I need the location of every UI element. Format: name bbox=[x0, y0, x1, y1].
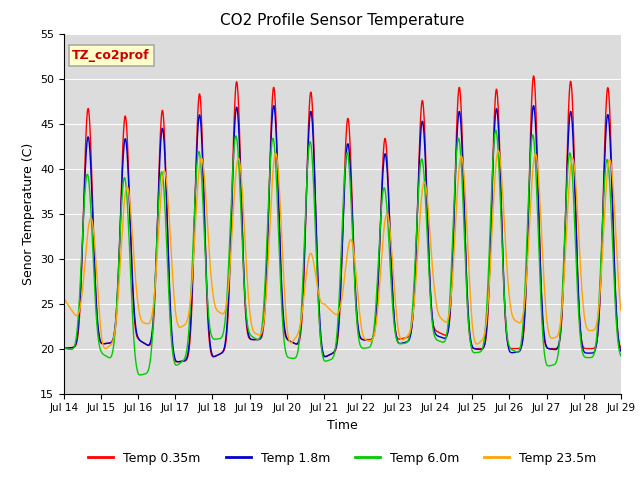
Temp 0.35m bbox=[173, 359, 181, 365]
Temp 1.8m bbox=[617, 348, 625, 354]
Temp 0.35m bbox=[568, 91, 576, 97]
Temp 0.35m bbox=[617, 345, 625, 350]
Temp 23.5m bbox=[216, 310, 223, 315]
Temp 0.35m bbox=[584, 346, 591, 351]
Line: Temp 0.35m: Temp 0.35m bbox=[64, 76, 621, 362]
Temp 23.5m bbox=[568, 156, 576, 162]
Temp 6.0m bbox=[60, 344, 68, 350]
Temp 23.5m bbox=[584, 326, 591, 332]
Temp 6.0m bbox=[359, 345, 367, 351]
Temp 6.0m bbox=[584, 355, 591, 360]
Temp 6.0m bbox=[505, 341, 513, 347]
Temp 23.5m bbox=[102, 346, 109, 351]
Temp 1.8m bbox=[371, 324, 379, 329]
Line: Temp 23.5m: Temp 23.5m bbox=[64, 151, 621, 348]
Line: Temp 1.8m: Temp 1.8m bbox=[64, 106, 621, 362]
Temp 1.8m bbox=[505, 346, 513, 351]
Temp 6.0m bbox=[617, 353, 625, 359]
Temp 6.0m bbox=[568, 167, 576, 173]
Temp 0.35m bbox=[371, 327, 379, 333]
Temp 0.35m bbox=[504, 343, 512, 348]
Temp 23.5m bbox=[359, 331, 367, 336]
Temp 6.0m bbox=[136, 372, 144, 378]
Temp 1.8m bbox=[270, 103, 278, 108]
Line: Temp 6.0m: Temp 6.0m bbox=[64, 130, 621, 375]
Temp 1.8m bbox=[584, 350, 591, 356]
Temp 0.35m bbox=[216, 351, 223, 357]
Temp 23.5m bbox=[617, 307, 625, 313]
Y-axis label: Senor Temperature (C): Senor Temperature (C) bbox=[22, 143, 35, 285]
Temp 1.8m bbox=[174, 359, 182, 365]
Temp 23.5m bbox=[371, 329, 379, 335]
Temp 6.0m bbox=[492, 127, 500, 133]
Temp 1.8m bbox=[359, 337, 367, 343]
Temp 1.8m bbox=[216, 351, 223, 357]
Title: CO2 Profile Sensor Temperature: CO2 Profile Sensor Temperature bbox=[220, 13, 465, 28]
Temp 0.35m bbox=[60, 345, 68, 350]
Temp 0.35m bbox=[359, 336, 367, 342]
Temp 0.35m bbox=[530, 73, 538, 79]
Temp 23.5m bbox=[505, 287, 513, 292]
Temp 6.0m bbox=[371, 318, 379, 324]
Temp 23.5m bbox=[60, 296, 68, 301]
Temp 6.0m bbox=[216, 336, 223, 342]
X-axis label: Time: Time bbox=[327, 419, 358, 432]
Temp 23.5m bbox=[495, 148, 502, 154]
Temp 1.8m bbox=[568, 119, 576, 124]
Temp 1.8m bbox=[60, 344, 68, 349]
Legend: Temp 0.35m, Temp 1.8m, Temp 6.0m, Temp 23.5m: Temp 0.35m, Temp 1.8m, Temp 6.0m, Temp 2… bbox=[83, 447, 602, 469]
Text: TZ_co2prof: TZ_co2prof bbox=[72, 49, 150, 62]
